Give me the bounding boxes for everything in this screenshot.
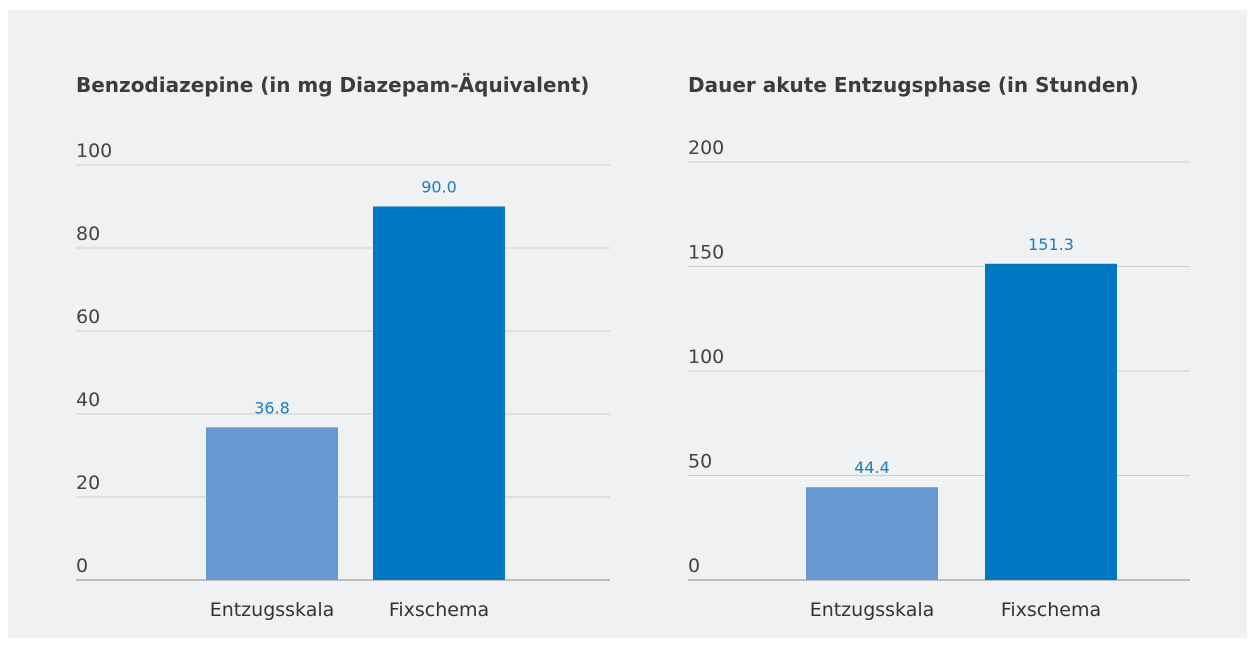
x-tick-label: Fixschema	[1001, 599, 1101, 621]
x-tick-label: Entzugsskala	[210, 599, 335, 621]
y-tick-label: 60	[76, 306, 100, 328]
bar	[373, 206, 505, 580]
chart-title: Benzodiazepine (in mg Diazepam-Äquivalen…	[76, 73, 589, 97]
y-tick-label: 100	[76, 140, 112, 162]
y-tick-label: 40	[76, 389, 100, 411]
y-tick-label: 0	[688, 555, 700, 577]
value-label: 44.4	[854, 458, 890, 477]
value-label: 36.8	[254, 398, 290, 417]
bar	[985, 263, 1117, 580]
y-tick-label: 200	[688, 137, 724, 159]
x-tick-label: Entzugsskala	[810, 599, 935, 621]
bar	[806, 487, 938, 580]
y-tick-label: 100	[688, 346, 724, 368]
y-tick-label: 80	[76, 223, 100, 245]
y-tick-label: 50	[688, 451, 712, 473]
x-tick-label: Fixschema	[389, 599, 489, 621]
y-tick-label: 0	[76, 555, 88, 577]
value-label: 151.3	[1028, 235, 1074, 254]
bar	[206, 427, 338, 580]
value-label: 90.0	[421, 178, 457, 197]
chart-title: Dauer akute Entzugsphase (in Stunden)	[688, 73, 1139, 97]
y-tick-label: 20	[76, 472, 100, 494]
y-tick-label: 150	[688, 242, 724, 264]
